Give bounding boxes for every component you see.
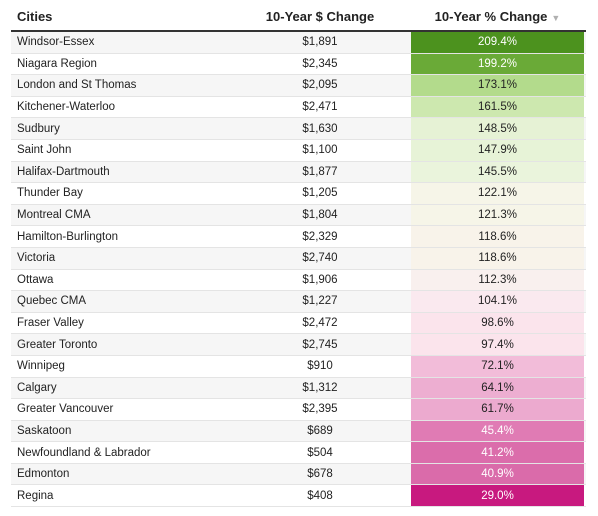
header-dollar-change[interactable]: 10-Year $ Change [231, 9, 409, 24]
pct-change-cell: 64.1% [411, 377, 584, 399]
dollar-change-cell: $2,471 [302, 101, 338, 114]
pct-change-cell: 45.4% [411, 420, 584, 442]
pct-change-cell: 173.1% [411, 75, 584, 96]
dollar-change-cell: $2,329 [302, 230, 338, 243]
table-row: Winnipeg $910 72.1% [11, 355, 586, 378]
city-cell: Ottawa [17, 273, 54, 286]
dollar-change-cell: $1,312 [302, 381, 338, 394]
table-row: Kitchener-Waterloo $2,471 161.5% [11, 96, 586, 119]
dollar-change-cell: $1,906 [302, 273, 338, 286]
city-cell: Windsor-Essex [17, 36, 95, 49]
dollar-change-cell: $1,227 [302, 295, 338, 308]
city-cell: Hamilton-Burlington [17, 230, 118, 243]
table-row: Saskatoon $689 45.4% [11, 420, 586, 443]
dollar-change-cell: $1,804 [302, 209, 338, 222]
city-cell: Saskatoon [17, 424, 72, 437]
city-cell: Sudbury [17, 122, 60, 135]
pct-change-cell: 118.6% [411, 247, 584, 269]
table-header: Cities 10-Year $ Change 10-Year % Change… [11, 2, 586, 32]
dollar-change-cell: $2,395 [302, 403, 338, 416]
table-row: Montreal CMA $1,804 121.3% [11, 204, 586, 227]
city-cell: Montreal CMA [17, 209, 91, 222]
dollar-change-cell: $504 [307, 446, 333, 459]
table-row: Thunder Bay $1,205 122.1% [11, 183, 586, 205]
dollar-change-cell: $1,205 [302, 187, 338, 200]
city-cell: Niagara Region [17, 57, 97, 70]
pct-change-cell: 98.6% [411, 312, 584, 334]
pct-change-cell: 72.1% [411, 355, 584, 377]
dollar-change-cell: $1,100 [302, 144, 338, 157]
table-row: Windsor-Essex $1,891 209.4% [11, 32, 586, 54]
header-pct-change-label: 10-Year % Change [434, 8, 548, 24]
city-cell: Fraser Valley [17, 317, 84, 330]
city-cell: Greater Toronto [17, 338, 98, 351]
pct-change-cell: 61.7% [411, 399, 584, 420]
table-row: Victoria $2,740 118.6% [11, 247, 586, 270]
header-dollar-change-label: 10-Year $ Change [265, 8, 375, 24]
table-row: Greater Vancouver $2,395 61.7% [11, 399, 586, 421]
city-cell: Edmonton [17, 468, 70, 481]
dollar-change-cell: $689 [307, 424, 333, 437]
dollar-change-cell: $1,891 [302, 36, 338, 49]
pct-change-cell: 112.3% [411, 269, 584, 291]
table-row: Greater Toronto $2,745 97.4% [11, 334, 586, 356]
pct-change-cell: 118.6% [411, 226, 584, 247]
city-cell: Saint John [17, 144, 72, 157]
dollar-change-cell: $2,745 [302, 338, 338, 351]
pct-change-cell: 147.9% [411, 139, 584, 161]
pct-change-cell: 148.5% [411, 118, 584, 139]
table-body: Windsor-Essex $1,891 209.4% Niagara Region $… [11, 32, 586, 508]
pct-change-cell: 121.3% [411, 204, 584, 226]
table-row: Quebec CMA $1,227 104.1% [11, 291, 586, 313]
city-cell: Kitchener-Waterloo [17, 101, 116, 114]
table-row: Halifax-Dartmouth $1,877 145.5% [11, 161, 586, 184]
sort-descending-icon: ▼ [551, 12, 561, 23]
city-cell: Quebec CMA [17, 295, 87, 308]
table-row: Saint John $1,100 147.9% [11, 139, 586, 162]
header-cities-label: Cities [17, 8, 53, 24]
table-row: Regina $408 29.0% [11, 485, 586, 508]
table-row: Niagara Region $2,345 199.2% [11, 53, 586, 76]
city-cell: Halifax-Dartmouth [17, 165, 110, 178]
table-row: London and St Thomas $2,095 173.1% [11, 75, 586, 97]
table-row: Calgary $1,312 64.1% [11, 377, 586, 400]
dollar-change-cell: $408 [307, 489, 333, 502]
dollar-change-cell: $2,472 [302, 317, 338, 330]
table-row: Fraser Valley $2,472 98.6% [11, 312, 586, 335]
dollar-change-cell: $2,345 [302, 57, 338, 70]
pct-change-cell: 29.0% [411, 485, 584, 507]
dollar-change-cell: $678 [307, 468, 333, 481]
header-pct-change[interactable]: 10-Year % Change ▼ [411, 9, 584, 24]
header-cities[interactable]: Cities [11, 9, 231, 24]
pct-change-cell: 209.4% [411, 32, 584, 53]
pct-change-cell: 104.1% [411, 291, 584, 312]
data-table: Cities 10-Year $ Change 10-Year % Change… [11, 2, 586, 508]
table-row: Edmonton $678 40.9% [11, 463, 586, 486]
city-cell: Regina [17, 489, 54, 502]
city-cell: Winnipeg [17, 360, 65, 373]
city-cell: Thunder Bay [17, 187, 83, 200]
pct-change-cell: 145.5% [411, 161, 584, 183]
dollar-change-cell: $2,740 [302, 252, 338, 265]
dollar-change-cell: $1,877 [302, 165, 338, 178]
table-row: Newfoundland & Labrador $504 41.2% [11, 442, 586, 464]
pct-change-cell: 97.4% [411, 334, 584, 355]
city-cell: Calgary [17, 381, 57, 394]
table-row: Ottawa $1,906 112.3% [11, 269, 586, 292]
table-row: Hamilton-Burlington $2,329 118.6% [11, 226, 586, 248]
dollar-change-cell: $910 [307, 360, 333, 373]
city-cell: Victoria [17, 252, 56, 265]
pct-change-cell: 161.5% [411, 96, 584, 118]
city-cell: London and St Thomas [17, 79, 137, 92]
pct-change-cell: 122.1% [411, 183, 584, 204]
dollar-change-cell: $1,630 [302, 122, 338, 135]
city-cell: Newfoundland & Labrador [17, 446, 151, 459]
pct-change-cell: 199.2% [411, 53, 584, 75]
city-cell: Greater Vancouver [17, 403, 114, 416]
pct-change-cell: 41.2% [411, 442, 584, 463]
pct-change-cell: 40.9% [411, 463, 584, 485]
table-row: Sudbury $1,630 148.5% [11, 118, 586, 140]
dollar-change-cell: $2,095 [302, 79, 338, 92]
